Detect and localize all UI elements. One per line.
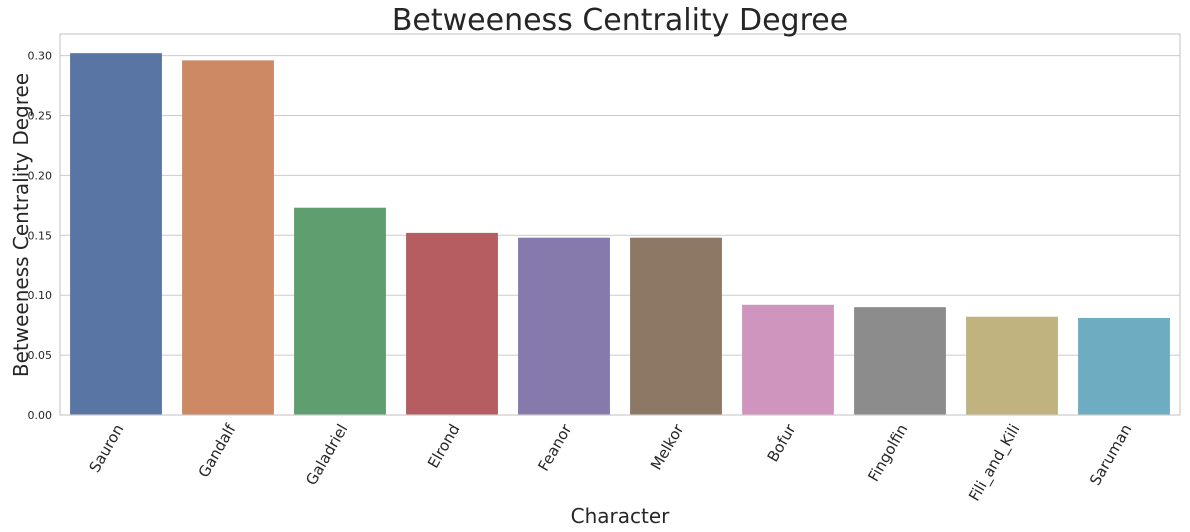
bar-fili-and-kili: [966, 316, 1058, 415]
y-axis-label: Betweeness Centrality Degree: [9, 73, 33, 377]
plot-frame: [59, 33, 1181, 416]
bar-feanor: [518, 237, 610, 415]
chart-title: Betweeness Centrality Degree: [392, 3, 848, 38]
y-tick-labels: 0.00 0.05 0.10 0.15 0.20 0.25 0.30: [28, 50, 53, 422]
x-tick-label: Elrond: [424, 421, 463, 471]
x-axis-label: Character: [571, 504, 671, 528]
x-tick-label: Galadriel: [302, 421, 351, 488]
y-tick-label: 0.10: [28, 289, 53, 302]
x-tick-label: Fingolfin: [864, 421, 911, 485]
y-tick-label: 0.25: [28, 109, 53, 122]
y-tick-label: 0.30: [28, 50, 53, 63]
x-tick-label: Gandalf: [195, 420, 240, 480]
x-tick-label: Bofur: [764, 420, 800, 465]
y-tick-label: 0.15: [28, 229, 53, 242]
x-tick-labels: Sauron Gandalf Galadriel Elrond Feanor Melkor…: [86, 420, 1136, 504]
x-tick-label: Melkor: [647, 420, 688, 473]
y-tick-label: 0.05: [28, 349, 53, 362]
x-tick-label: Sauron: [86, 421, 128, 476]
x-tick-label: Feanor: [534, 420, 576, 474]
x-tick-label: Saruman: [1086, 421, 1135, 489]
bar-sauron: [70, 53, 162, 416]
bar-bofur: [742, 304, 834, 415]
bars: [70, 53, 1170, 416]
bar-elrond: [406, 232, 498, 415]
y-tick-label: 0.00: [28, 409, 53, 422]
bar-gandalf: [182, 60, 274, 415]
x-tick-label: Fili_and_Kili: [965, 421, 1024, 505]
y-tick-label: 0.20: [28, 169, 53, 182]
bar-galadriel: [294, 207, 386, 415]
bar-fingolfin: [854, 307, 946, 415]
bar-saruman: [1078, 317, 1170, 415]
bar-melkor: [630, 237, 722, 415]
